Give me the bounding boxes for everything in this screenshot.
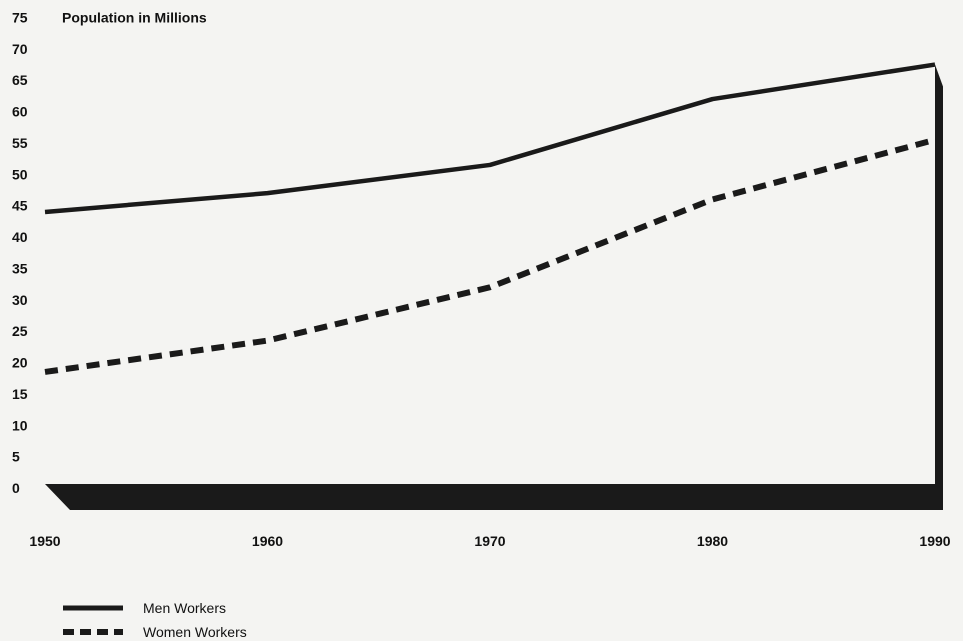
floor-slab [45, 484, 940, 510]
women-workers-line [44, 136, 936, 375]
x-tick-label: 1970 [474, 533, 505, 549]
y-tick-label: 70 [12, 41, 28, 57]
y-tick-label: 40 [12, 229, 28, 245]
y-tick-label: 15 [12, 386, 28, 402]
y-axis-title: Population in Millions [62, 10, 207, 26]
axis-layer: 0 5 10 15 20 25 30 35 40 45 50 55 60 65 70 75 Population… [12, 10, 951, 550]
right-wall [935, 64, 943, 511]
y-tick-label: 25 [12, 323, 28, 339]
y-tick-label: 45 [12, 198, 28, 214]
y-tick-label: 20 [12, 355, 28, 371]
x-tick-label: 1990 [919, 533, 950, 549]
y-tick-label: 5 [12, 449, 20, 465]
y-tick-label: 35 [12, 260, 28, 276]
y-tick-label: 60 [12, 104, 28, 120]
x-tick-label: 1950 [29, 533, 60, 549]
men-workers-line [44, 62, 936, 215]
y-tick-label: 30 [12, 292, 28, 308]
series-layer [44, 62, 936, 375]
y-tick-label: 55 [12, 135, 28, 151]
y-tick-label: 75 [12, 10, 28, 26]
x-tick-label: 1960 [252, 533, 283, 549]
y-tick-label: 0 [12, 480, 20, 496]
y-tick-label: 10 [12, 417, 28, 433]
legend: Men Workers Women Workers [63, 600, 247, 640]
legend-label: Women Workers [143, 624, 247, 640]
x-tick-label: 1980 [697, 533, 728, 549]
y-tick-label: 50 [12, 166, 28, 182]
legend-label: Men Workers [143, 600, 226, 616]
y-tick-label: 65 [12, 72, 28, 88]
